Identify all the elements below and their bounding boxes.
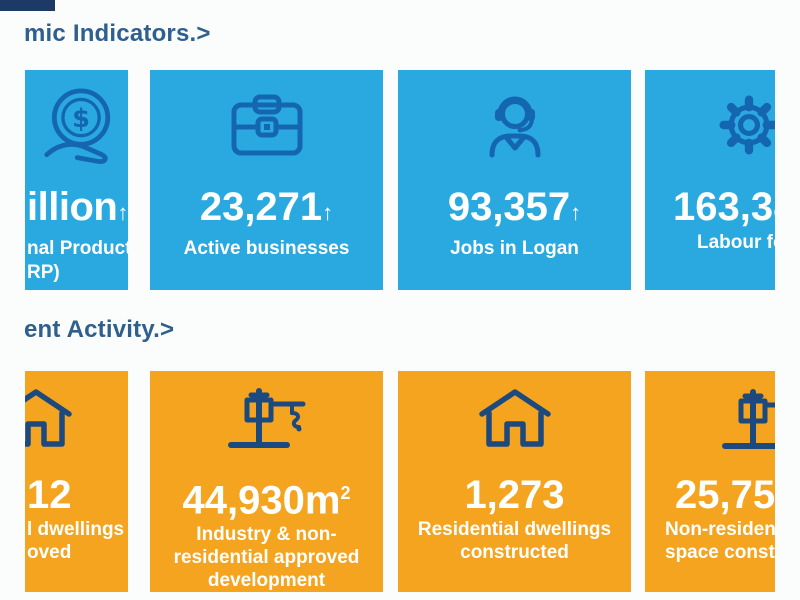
- tile-value: 12: [27, 473, 72, 517]
- briefcase-icon: [231, 88, 303, 162]
- tile-labour-force: 163,38 Labour fo: [645, 70, 775, 290]
- tile-label: nal Product RP): [27, 238, 128, 283]
- tile-value: 23,271↑: [199, 185, 334, 229]
- heading-development-activity[interactable]: ent Activity.>: [24, 316, 175, 343]
- tile-value: 163,38: [673, 185, 775, 229]
- tile-label: Non-residen space const: [665, 519, 775, 563]
- tile-label: l dwellings oved: [27, 519, 125, 563]
- tile-label: Industry & non- residential approved dev…: [173, 524, 360, 591]
- tile-value: 1,273: [464, 473, 565, 517]
- tile-non-residential-space-constructed: 25,753 Non-residen space const: [645, 371, 775, 592]
- top-left-navy-bar: [0, 0, 55, 11]
- tile-value: 93,357↑: [447, 185, 582, 229]
- tile-label: Jobs in Logan: [450, 238, 579, 259]
- tile-gross-regional-product: $ illion↑ nal Product RP): [25, 70, 128, 290]
- tile-label: Residential dwellings constructed: [417, 519, 612, 563]
- crane-icon: [227, 383, 307, 453]
- tile-value: 25,753: [675, 473, 775, 517]
- crane-icon: [721, 383, 775, 455]
- coin-in-hand-icon: $: [41, 82, 123, 176]
- svg-text:$: $: [72, 104, 90, 134]
- tile-industry-approved-development: 44,930m2 Industry & non- residential app…: [150, 371, 383, 592]
- house-icon: [478, 383, 551, 455]
- heading-economic-indicators[interactable]: mic Indicators.>: [24, 20, 211, 47]
- headset-person-icon: [479, 88, 551, 162]
- tile-dwellings-approved: 12 l dwellings oved: [25, 371, 128, 592]
- tile-active-businesses: 23,271↑ Active businesses: [150, 70, 383, 290]
- tile-label: Labour fo: [697, 232, 775, 253]
- tile-value: 44,930m2: [182, 478, 351, 522]
- house-icon: [25, 383, 72, 455]
- gear-icon: [719, 88, 775, 162]
- tile-label: Active businesses: [183, 238, 350, 259]
- tile-jobs-in-logan: 93,357↑ Jobs in Logan: [398, 70, 631, 290]
- tile-dwellings-constructed: 1,273 Residential dwellings constructed: [398, 371, 631, 592]
- tile-value: illion↑: [27, 185, 128, 229]
